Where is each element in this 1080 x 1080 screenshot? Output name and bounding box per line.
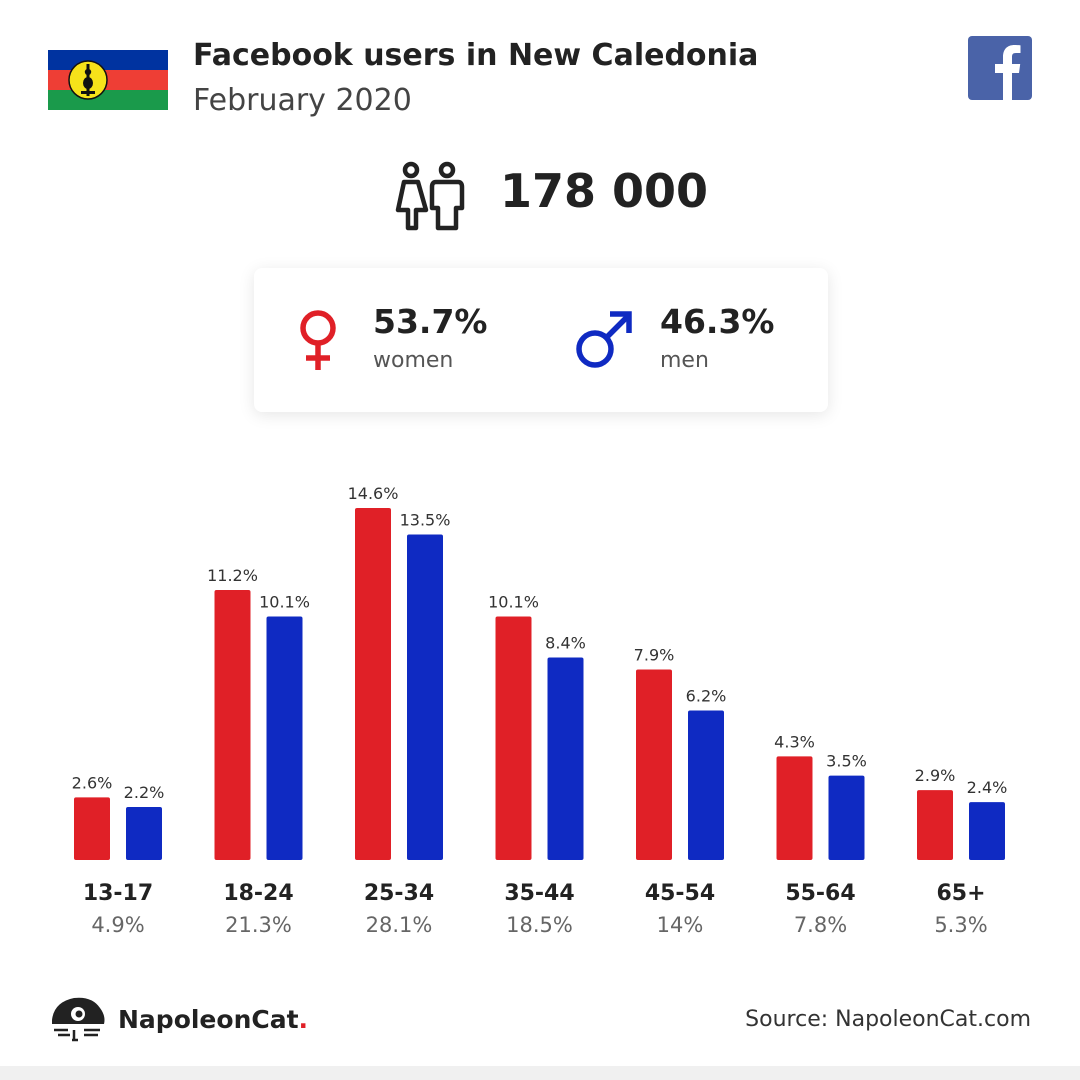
- age-category-total: 28.1%: [366, 913, 433, 937]
- age-category-total: 4.9%: [91, 913, 144, 937]
- women-label: women: [373, 348, 454, 373]
- bar-women-25-34: [355, 508, 391, 860]
- age-category-label: 55-64: [785, 881, 855, 906]
- female-symbol-icon: [300, 310, 336, 370]
- bar-value-label: 7.9%: [634, 646, 675, 665]
- bar-value-label: 10.1%: [259, 592, 310, 611]
- bar-value-label: 2.6%: [72, 773, 113, 792]
- total-users-count: 178 000: [500, 164, 709, 218]
- napoleoncat-logo-icon: [52, 997, 105, 1042]
- bar-women-18-24: [214, 589, 251, 860]
- source-attribution[interactable]: Source: NapoleonCat.com: [745, 1007, 1031, 1032]
- page-subtitle: February 2020: [193, 83, 412, 118]
- bar-value-label: 13.5%: [400, 511, 451, 530]
- bar-value-label: 8.4%: [545, 633, 586, 652]
- bar-value-label: 10.1%: [488, 592, 539, 611]
- new-caledonia-flag-icon: [48, 50, 168, 110]
- bar-men-18-24: [266, 616, 303, 860]
- napoleoncat-brand[interactable]: NapoleonCat.: [118, 1005, 308, 1034]
- age-category-total: 14%: [657, 913, 704, 937]
- bar-women-13-17: [74, 797, 110, 860]
- bar-women-55-64: [776, 756, 813, 860]
- bar-men-13-17: [126, 806, 162, 860]
- brand-dot: .: [298, 1005, 309, 1034]
- age-category-total: 18.5%: [506, 913, 573, 937]
- male-symbol-icon: [576, 311, 632, 368]
- bar-value-label: 2.4%: [967, 778, 1008, 797]
- age-category-label: 13-17: [83, 881, 153, 906]
- age-category-label: 45-54: [645, 881, 715, 906]
- bar-women-35-44: [495, 616, 532, 860]
- facebook-icon[interactable]: [968, 36, 1032, 100]
- page-title: Facebook users in New Caledonia: [193, 38, 759, 73]
- bar-men-45-54: [688, 710, 724, 860]
- bar-value-label: 2.9%: [915, 766, 956, 785]
- bar-value-label: 14.6%: [348, 484, 399, 503]
- men-percentage: 46.3%: [660, 302, 775, 341]
- women-percentage: 53.7%: [373, 302, 488, 341]
- bar-women-45-54: [636, 669, 672, 860]
- bar-value-label: 2.2%: [124, 783, 165, 802]
- bar-value-label: 6.2%: [686, 687, 727, 706]
- bar-men-35-44: [547, 657, 584, 860]
- age-category-label: 25-34: [364, 881, 434, 906]
- bar-men-25-34: [407, 534, 443, 860]
- bar-value-label: 11.2%: [207, 566, 258, 585]
- age-category-total: 5.3%: [934, 913, 987, 937]
- age-category-label: 18-24: [223, 881, 293, 906]
- age-category-total: 7.8%: [794, 913, 847, 937]
- age-category-label: 65+: [936, 881, 985, 906]
- bar-men-65+: [969, 802, 1005, 860]
- age-category-total: 21.3%: [225, 913, 292, 937]
- bottom-divider: [0, 1066, 1080, 1080]
- users-couple-icon: [395, 161, 465, 231]
- bar-value-label: 4.3%: [774, 732, 815, 751]
- age-gender-bar-chart: 2.6%2.2%13-174.9%11.2%10.1%18-2421.3%14.…: [72, 484, 1008, 937]
- gender-split-card: 53.7% women 46.3% men: [254, 268, 828, 412]
- brand-name: NapoleonCat: [118, 1005, 299, 1034]
- men-label: men: [660, 348, 709, 373]
- bar-value-label: 3.5%: [826, 752, 867, 771]
- age-category-label: 35-44: [504, 881, 574, 906]
- bar-men-55-64: [828, 775, 865, 860]
- bar-women-65+: [917, 790, 953, 860]
